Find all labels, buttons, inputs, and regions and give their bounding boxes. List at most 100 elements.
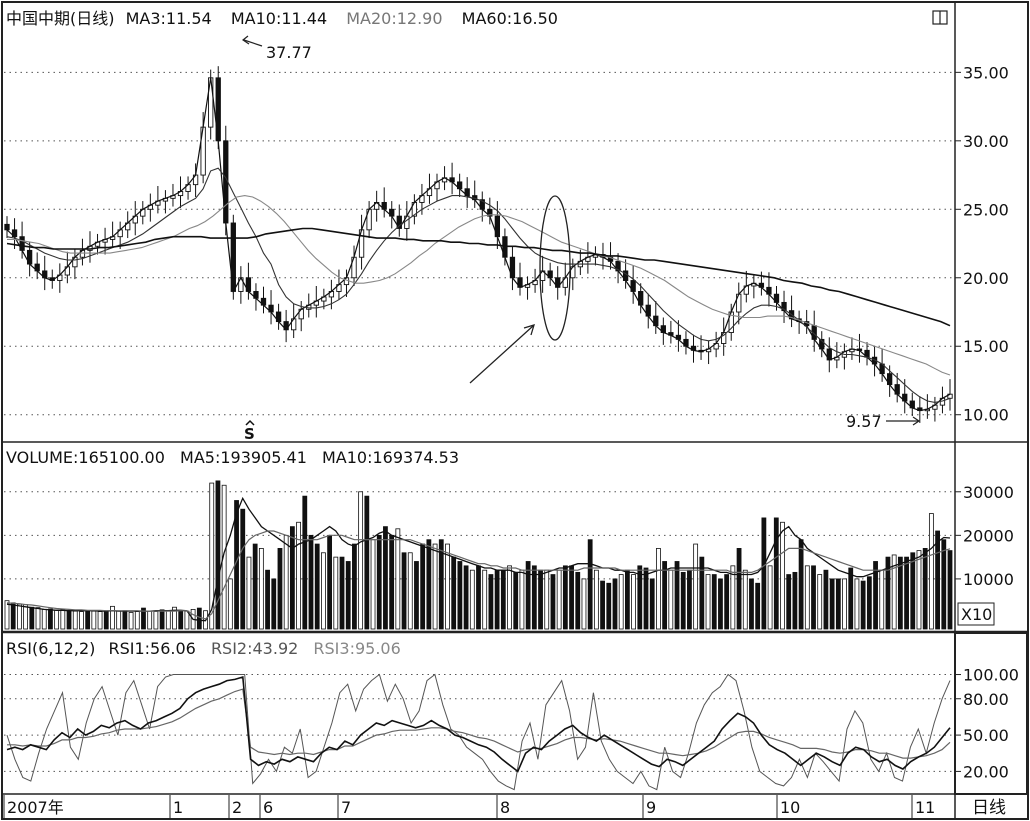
volume-bar [432,543,438,630]
volume-bar [916,550,922,630]
rsi3-value: 95.06 [355,639,401,658]
volume-bar [376,534,382,630]
volume-tick-label: 10000 [963,570,1014,589]
ma-line-ma10 [6,167,951,403]
volume-bar [674,561,680,630]
x-axis-label: 8 [500,798,510,817]
volume-bar [141,607,146,630]
volume-bar [395,528,401,630]
volume-bar [587,539,593,630]
volume-bar [550,574,556,630]
volume-bar [258,548,264,630]
volume-bar [860,580,866,630]
volume-bar [885,556,891,630]
volume-bar [184,610,190,630]
moving-average-lines [6,77,951,412]
volume-bar [389,534,395,630]
volume-bar [165,610,171,630]
volume-bar [10,602,16,630]
x-axis-label: 6 [263,798,273,817]
highlight-arrow [469,324,535,384]
volume-bar [897,556,903,630]
price-tick-label: 30.00 [963,132,1009,151]
volume-bar [345,561,351,630]
volume-bar [469,569,475,630]
volume-bar [879,569,885,630]
x-axis-label: 1 [173,798,183,817]
volume-bar [314,543,320,630]
volume-bar [364,495,370,630]
highlight-ellipse [539,195,571,341]
volume-tick-label: 30000 [963,483,1014,502]
x-axis-label: 2 [232,798,242,817]
volume-bar [798,539,804,630]
volume-bar [811,565,816,630]
low-annotation: 9.57 [846,412,921,431]
volume-bar [29,606,35,630]
rsi-header: RSI(6,12,2) RSI1:56.06 RSI2:43.92 RSI3:9… [6,639,401,658]
volume-bar [66,610,72,630]
volume-bar [457,561,463,630]
window-toggle-icon[interactable] [932,10,948,25]
volume-bar [383,526,388,630]
volume-label: VOLUME [6,448,73,467]
volume-bar [693,543,699,630]
price-y-ticks: 35.00 30.00 25.00 20.00 15.00 10.00 [955,63,1009,425]
volume-bar [352,543,357,630]
volume-bar [476,565,481,630]
volume-bar [252,543,258,630]
ma60-value: 16.50 [512,9,558,28]
volume-bar [544,569,550,630]
volume-bar [500,569,506,630]
volume-bar [271,578,277,630]
volume-bar [792,571,798,630]
volume-bar [873,561,878,630]
volume-bar [414,561,419,630]
ma-line-ma20 [7,195,951,376]
volume-bar [649,578,655,630]
volume-bar [780,521,785,630]
volume-unit-box [957,602,995,626]
volume-bar [755,582,761,630]
volume-ma-lines [6,496,951,622]
volume-bar [562,565,568,630]
volume-bar [17,603,22,630]
volume-tick-label: 20000 [963,526,1014,545]
volume-bar [941,539,947,630]
volume-bar [302,495,308,630]
ma20-label: MA20 [346,9,391,28]
volume-bar [761,517,767,630]
volume-bar [308,534,314,630]
volume-bar [575,571,581,630]
vol-ma5-value: 193905.41 [220,448,307,467]
volume-bar [296,521,301,630]
volume-bar [581,578,587,630]
rsi-tick-label: 80.00 [963,690,1009,709]
volume-bar [643,567,649,630]
rsi2-value: 43.92 [253,639,299,658]
x-axis-label: 11 [915,798,935,817]
rsi1-label: RSI1 [108,639,144,658]
volume-bar [103,610,109,630]
volume-bar [724,574,730,630]
volume-bar [662,561,668,630]
vol-ma10-label: MA10 [322,448,367,467]
volume-bar [246,556,252,630]
volume-bar [370,539,376,630]
period-button[interactable]: 日线 [972,798,1006,818]
volume-bar [922,548,928,630]
volume-bar [742,569,748,630]
volume-bar [79,611,84,630]
volume-bar [624,569,630,630]
volume-header: VOLUME:165100.00 MA5:193905.41 MA10:1693… [6,448,459,467]
volume-bar [848,567,854,630]
volume-bar [221,484,227,630]
volume-bar [786,574,792,630]
volume-bar [730,565,736,630]
volume-bar [718,578,723,630]
x-axis-label: 7 [341,798,351,817]
period-button-label[interactable]: 日线 [972,798,1006,818]
volume-bar [531,565,537,630]
rsi-y-ticks: 100.00 80.00 50.00 20.00 [955,666,1019,781]
